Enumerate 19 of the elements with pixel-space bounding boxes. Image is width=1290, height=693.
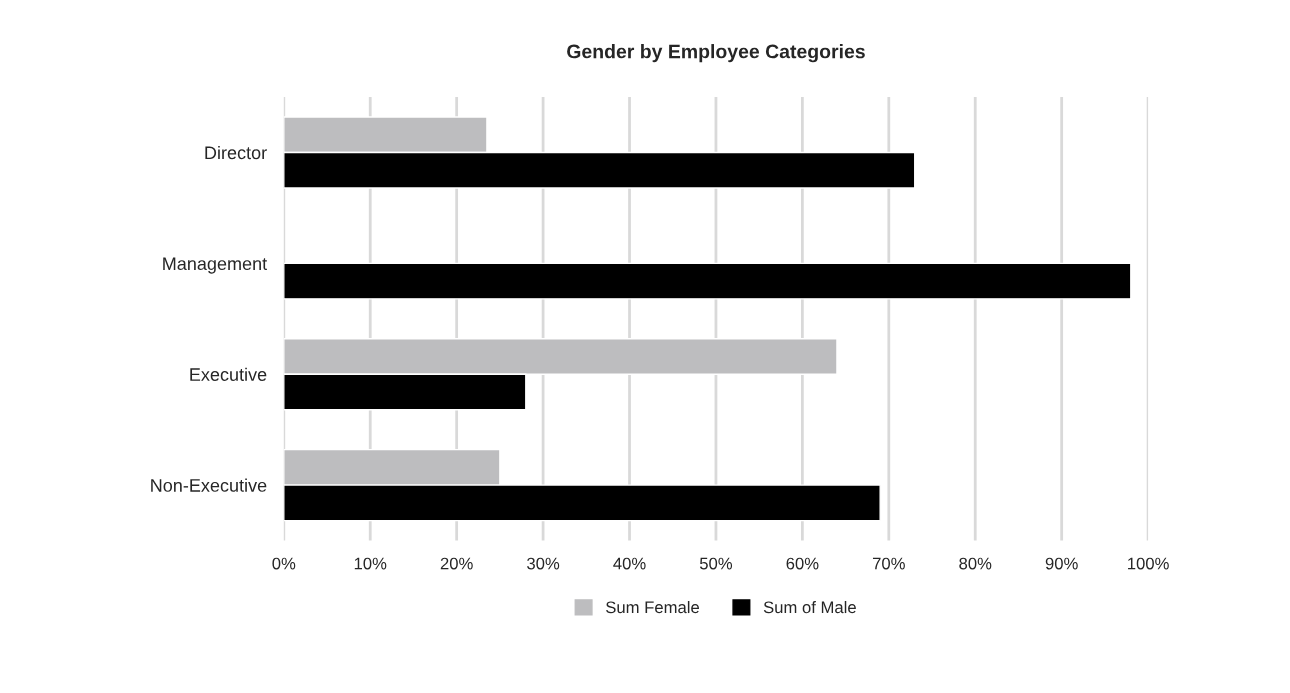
bar — [283, 262, 1132, 300]
x-tick-label: 70% — [872, 557, 905, 570]
y-tick-label: Executive — [190, 367, 267, 381]
legend-label: Sum of Male — [763, 600, 856, 614]
y-tick-label: Non-Executive — [151, 478, 267, 492]
x-tick-label: 100% — [1128, 557, 1169, 570]
x-tick-label: 80% — [959, 557, 992, 570]
x-tick-label: 60% — [786, 557, 819, 570]
chart-title: Gender by Employee Categories — [567, 44, 865, 63]
x-tick-label: 10% — [354, 557, 387, 570]
y-tick-label: Director — [205, 145, 267, 160]
x-tick-label: 90% — [1045, 557, 1078, 570]
x-tick-label: 40% — [613, 557, 646, 570]
y-tick-label: Management — [163, 257, 268, 274]
x-tick-label: 30% — [527, 557, 560, 570]
legend-label: Sum Female — [606, 600, 700, 614]
x-tick-label: 50% — [699, 557, 733, 570]
x-tick-label: 20% — [440, 557, 473, 570]
x-tick-label: 0% — [272, 557, 296, 570]
